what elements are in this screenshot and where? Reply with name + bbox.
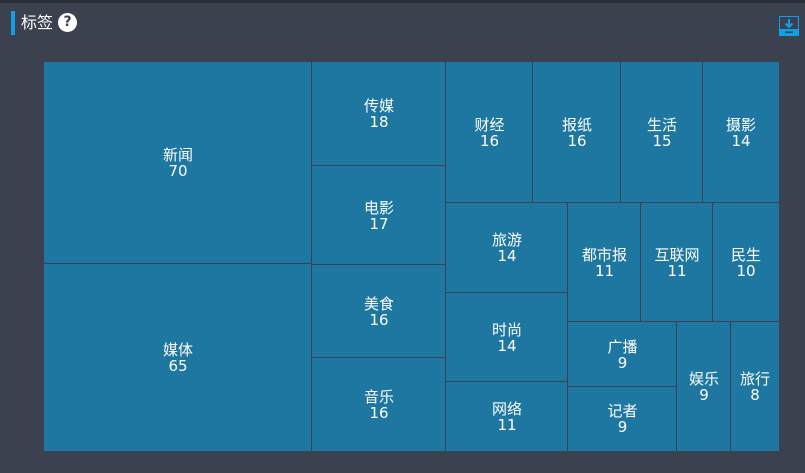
tile-label: 音乐 bbox=[363, 387, 394, 406]
treemap-tile[interactable]: 摄影 14 bbox=[702, 61, 780, 204]
tile-value: 70 bbox=[168, 162, 188, 180]
tile-value: 16 bbox=[479, 131, 500, 150]
treemap-tile[interactable]: 美食 16 bbox=[311, 264, 447, 359]
tile-label: 生活 bbox=[646, 115, 677, 134]
treemap-tile[interactable]: 广播 9 bbox=[567, 321, 678, 388]
tile-label: 报纸 bbox=[561, 115, 592, 134]
question-circle-icon[interactable]: ? bbox=[58, 13, 77, 32]
tile-value: 9 bbox=[699, 385, 709, 404]
tile-label: 媒体 bbox=[162, 340, 193, 359]
tile-value: 14 bbox=[731, 131, 751, 150]
tile-value: 11 bbox=[667, 261, 687, 280]
tile-value: 18 bbox=[369, 113, 389, 131]
treemap-tile[interactable]: 都市报 11 bbox=[567, 202, 642, 323]
tile-label: 民生 bbox=[730, 245, 761, 264]
tile-label: 都市报 bbox=[581, 245, 627, 264]
treemap-tile[interactable]: 民生 10 bbox=[712, 202, 780, 323]
treemap-tile[interactable]: 网络 11 bbox=[445, 381, 569, 452]
tile-label: 财经 bbox=[474, 115, 505, 134]
tile-value: 10 bbox=[736, 261, 756, 280]
tile-label: 美食 bbox=[363, 294, 394, 313]
tile-label: 网络 bbox=[491, 399, 522, 418]
treemap-tile[interactable]: 媒体 65 bbox=[43, 263, 313, 452]
tile-value: 15 bbox=[652, 131, 672, 150]
tile-label: 传媒 bbox=[363, 97, 394, 115]
tile-value: 14 bbox=[497, 247, 517, 265]
tile-value: 9 bbox=[617, 418, 628, 436]
tile-value: 16 bbox=[567, 131, 587, 150]
tile-value: 8 bbox=[750, 385, 760, 404]
tile-label: 旅行 bbox=[739, 369, 770, 388]
treemap-tile[interactable]: 生活 15 bbox=[620, 61, 704, 204]
tile-value: 9 bbox=[617, 353, 628, 372]
tile-label: 娱乐 bbox=[688, 369, 719, 388]
panel-title: 标签 bbox=[21, 13, 54, 32]
treemap-tile[interactable]: 娱乐 9 bbox=[676, 321, 732, 452]
tile-value: 65 bbox=[168, 356, 188, 375]
treemap-tile[interactable]: 传媒 18 bbox=[311, 61, 447, 167]
download-icon[interactable] bbox=[779, 16, 799, 36]
treemap-tile[interactable]: 新闻 70 bbox=[43, 61, 313, 265]
treemap-tile[interactable]: 记者 9 bbox=[567, 386, 678, 452]
treemap-tile[interactable]: 电影 17 bbox=[311, 165, 447, 266]
tile-label: 新闻 bbox=[162, 146, 193, 164]
tile-label: 时尚 bbox=[491, 320, 522, 339]
tile-label: 摄影 bbox=[725, 115, 756, 134]
tile-value: 16 bbox=[369, 403, 389, 422]
tile-label: 互联网 bbox=[654, 245, 700, 264]
tile-label: 记者 bbox=[607, 402, 638, 420]
tile-value: 16 bbox=[369, 310, 389, 329]
tile-value: 11 bbox=[497, 415, 517, 434]
treemap-tile[interactable]: 互联网 11 bbox=[640, 202, 714, 323]
treemap-tile[interactable]: 财经 16 bbox=[445, 61, 534, 204]
top-bar bbox=[0, 0, 805, 3]
tile-label: 旅游 bbox=[491, 231, 522, 249]
tile-label: 广播 bbox=[607, 337, 638, 356]
treemap-tile[interactable]: 报纸 16 bbox=[532, 61, 622, 204]
title-accent-bar bbox=[11, 11, 15, 35]
treemap-tile[interactable]: 时尚 14 bbox=[445, 292, 569, 383]
tile-value: 11 bbox=[594, 261, 615, 280]
treemap-tile[interactable]: 音乐 16 bbox=[311, 357, 447, 452]
tile-label: 电影 bbox=[363, 198, 394, 217]
treemap-tile[interactable]: 旅行 8 bbox=[730, 321, 780, 452]
tile-value: 17 bbox=[369, 214, 389, 233]
treemap-tile[interactable]: 旅游 14 bbox=[445, 202, 569, 294]
tile-value: 14 bbox=[497, 336, 517, 355]
